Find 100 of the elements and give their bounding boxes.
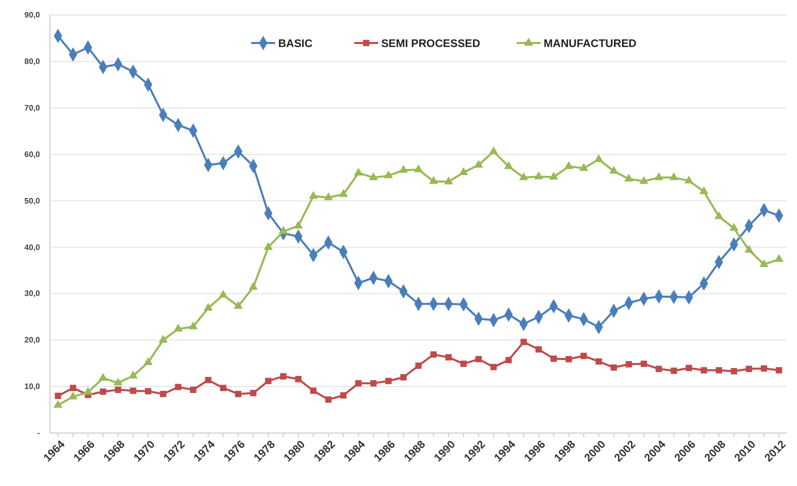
point <box>384 170 393 178</box>
point <box>609 166 618 174</box>
point <box>400 374 407 380</box>
point <box>188 321 198 330</box>
point <box>460 360 467 367</box>
point <box>415 362 422 369</box>
y-tick-label: 50,0 <box>24 196 41 206</box>
y-tick-label: 60,0 <box>24 150 41 159</box>
point <box>294 220 303 228</box>
point <box>54 392 62 400</box>
point <box>730 368 738 374</box>
point <box>130 388 136 394</box>
point <box>295 376 302 382</box>
point <box>54 400 62 408</box>
y-tick-label: 70,0 <box>24 103 41 112</box>
point <box>160 390 166 398</box>
point <box>474 160 484 168</box>
point <box>596 358 602 365</box>
point <box>205 376 212 384</box>
legend-label: BASIC <box>278 38 312 50</box>
point <box>504 161 514 170</box>
point <box>776 367 782 374</box>
legend-label: MANUFACTURED <box>544 38 637 50</box>
point <box>549 172 558 180</box>
point <box>774 254 784 262</box>
point <box>368 172 378 180</box>
point <box>626 361 632 368</box>
point <box>190 386 196 393</box>
point <box>264 242 273 250</box>
point <box>114 386 122 393</box>
point <box>760 365 768 372</box>
point <box>746 366 752 372</box>
point <box>520 338 527 346</box>
point <box>490 364 497 370</box>
y-tick-label: 20,0 <box>24 336 41 345</box>
point <box>324 192 333 200</box>
point <box>235 390 242 398</box>
point <box>684 176 694 184</box>
y-tick-label: 30,0 <box>24 289 41 298</box>
y-tick-label: 90,0 <box>24 10 41 20</box>
point <box>265 378 272 384</box>
point <box>308 190 318 199</box>
point <box>385 378 392 384</box>
point <box>624 174 634 182</box>
point <box>489 146 498 154</box>
point <box>594 154 604 162</box>
point <box>714 211 724 220</box>
point <box>519 172 528 180</box>
point <box>278 226 288 234</box>
point <box>550 356 557 362</box>
point <box>430 351 437 358</box>
point <box>248 282 258 290</box>
point <box>234 301 243 309</box>
point <box>639 176 648 184</box>
point <box>459 167 468 176</box>
point <box>654 172 664 180</box>
point <box>98 373 108 381</box>
point <box>218 290 228 298</box>
point <box>175 384 182 390</box>
point <box>158 334 168 343</box>
point <box>338 189 348 197</box>
point <box>445 354 452 360</box>
point <box>564 161 574 170</box>
point <box>566 356 572 362</box>
point <box>686 364 692 372</box>
point <box>669 172 678 180</box>
point <box>505 356 512 364</box>
point <box>670 368 678 374</box>
point <box>84 386 93 395</box>
point <box>534 171 544 180</box>
point <box>280 373 286 380</box>
point <box>174 324 183 332</box>
point <box>610 364 617 371</box>
point <box>716 367 722 374</box>
point <box>114 378 123 386</box>
point <box>429 176 438 184</box>
point <box>759 259 768 267</box>
point <box>699 186 708 194</box>
point <box>370 380 377 386</box>
point <box>70 384 76 392</box>
point <box>204 302 213 311</box>
point <box>444 176 454 184</box>
point <box>68 392 78 400</box>
point <box>414 164 423 172</box>
y-tick-label: 80,0 <box>24 57 41 66</box>
legend-label: SEMI PROCESSED <box>381 38 480 50</box>
point <box>220 384 226 392</box>
point <box>579 163 588 171</box>
point <box>475 356 482 362</box>
point <box>144 388 152 394</box>
point <box>355 380 362 386</box>
y-tick-label: 10,0 <box>24 382 41 392</box>
point <box>729 222 738 231</box>
point <box>144 357 153 365</box>
point <box>354 168 363 176</box>
point <box>744 244 754 253</box>
point <box>640 360 647 367</box>
point <box>310 388 317 394</box>
point <box>128 370 138 378</box>
point <box>398 164 408 173</box>
